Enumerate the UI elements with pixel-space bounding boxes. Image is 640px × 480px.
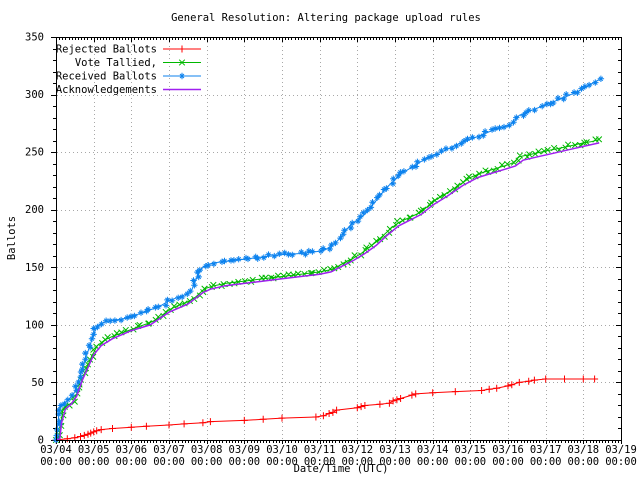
y-tick-label: 250	[25, 147, 44, 159]
x-tick-label-date: 03/09	[229, 444, 261, 456]
plot-frame	[56, 37, 622, 441]
x-tick-label-time: 00:00	[605, 456, 637, 468]
x-tick-label-time: 00:00	[304, 456, 336, 468]
x-tick-label-date: 03/13	[379, 444, 411, 456]
legend-label-acknowledgements: Acknowledgements	[56, 84, 157, 96]
legend-label-received-ballots: Received Ballots	[56, 71, 157, 83]
legend-label-vote-tallied: Vote Tallied,	[75, 57, 157, 69]
series-line-rejected-ballots	[55, 378, 595, 441]
x-tick-label-time: 00:00	[530, 456, 562, 468]
x-tick-label-time: 00:00	[153, 456, 185, 468]
chart-title: General Resolution: Altering package upl…	[171, 12, 481, 24]
series-markers-received-ballots	[52, 75, 605, 444]
series-markers-rejected-ballots	[52, 375, 599, 444]
x-tick-label-date: 03/06	[116, 444, 148, 456]
x-tick-label-time: 00:00	[417, 456, 449, 468]
y-tick-label: 150	[25, 262, 44, 274]
x-tick-label-time: 00:00	[229, 456, 261, 468]
legend-label-rejected-ballots: Rejected Ballots	[56, 44, 157, 56]
x-tick-label-time: 00:00	[116, 456, 148, 468]
axis-ticks	[51, 37, 622, 444]
x-tick-label-time: 00:00	[379, 456, 411, 468]
y-tick-label: 0	[38, 435, 44, 447]
x-tick-label-date: 03/08	[191, 444, 223, 456]
x-tick-label-time: 00:00	[78, 456, 110, 468]
series-line-received-ballots	[55, 79, 600, 441]
x-tick-label-date: 03/07	[153, 444, 185, 456]
y-tick-label: 200	[25, 204, 44, 216]
x-tick-label-date: 03/16	[492, 444, 524, 456]
x-tick-label-time: 00:00	[342, 456, 374, 468]
x-tick-label-time: 00:00	[455, 456, 487, 468]
x-tick-label-time: 00:00	[492, 456, 524, 468]
y-tick-label: 350	[25, 32, 44, 44]
series-line-acknowledgements	[55, 142, 600, 441]
x-tick-label-time: 00:00	[40, 456, 72, 468]
series-markers-vote-tallied	[52, 136, 603, 444]
legend-sample-marker-rejected-ballots	[178, 45, 186, 53]
y-tick-label: 50	[31, 377, 44, 389]
legend-sample-marker-vote-tallied	[178, 59, 186, 66]
x-tick-label-date: 03/14	[417, 444, 449, 456]
x-tick-label-date: 03/12	[342, 444, 374, 456]
x-tick-label-date: 03/17	[530, 444, 562, 456]
legend: Rejected Ballots Vote Tallied, Received …	[56, 44, 201, 96]
y-axis-label: Ballots	[6, 216, 18, 260]
x-tick-label-date: 03/04	[40, 444, 72, 456]
x-axis-label: Date/Time (UTC)	[294, 463, 389, 475]
x-tick-label-date: 03/11	[304, 444, 336, 456]
legend-sample-marker-received-ballots	[178, 72, 186, 80]
x-tick-label-time: 00:00	[266, 456, 298, 468]
series-line-vote-tallied	[55, 139, 600, 441]
grid	[57, 38, 620, 439]
x-tick-label-date: 03/05	[78, 444, 110, 456]
x-tick-label-date: 03/10	[266, 444, 298, 456]
x-tick-label-date: 03/19	[605, 444, 637, 456]
x-tick-label-time: 00:00	[568, 456, 600, 468]
x-tick-label-date: 03/15	[455, 444, 487, 456]
y-tick-label: 100	[25, 319, 44, 331]
y-tick-label: 300	[25, 89, 44, 101]
x-tick-label-date: 03/18	[568, 444, 600, 456]
x-tick-label-time: 00:00	[191, 456, 223, 468]
